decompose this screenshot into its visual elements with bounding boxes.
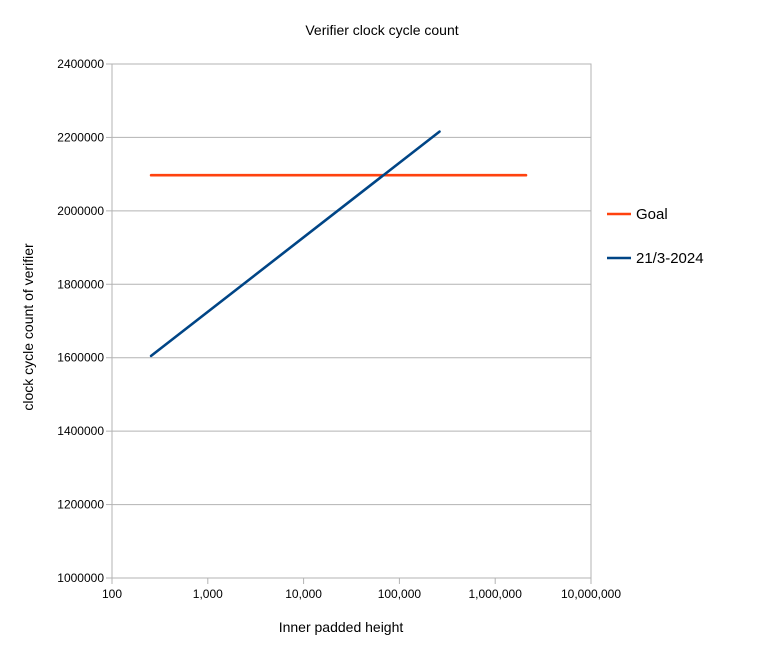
- y-axis-ticks: 1000000 1200000 1400000 1600000 1800000 20000…: [57, 57, 112, 585]
- y-axis-title: clock cycle count of verifier: [20, 243, 36, 411]
- y-tick-label: 1600000: [57, 351, 104, 365]
- y-tick-label: 1200000: [57, 498, 104, 512]
- y-tick-label: 1800000: [57, 277, 104, 291]
- y-tick-label: 1000000: [57, 571, 104, 585]
- plot-frame: [111, 63, 592, 579]
- series-line-1: [149, 130, 441, 358]
- chart-title: Verifier clock cycle count: [305, 22, 458, 38]
- x-tick-label: 100: [102, 587, 122, 601]
- x-axis-ticks: 100 1,000 10,000 100,000 1,000,000 10,000,000: [102, 578, 621, 601]
- grid: [112, 63, 591, 579]
- legend: Goal 21/3-2024: [607, 206, 704, 267]
- series-lines: [149, 130, 528, 358]
- y-tick-label: 1400000: [57, 424, 104, 438]
- legend-label: 21/3-2024: [636, 250, 704, 267]
- x-tick-label: 10,000,000: [561, 587, 621, 601]
- y-tick-label: 2200000: [57, 130, 104, 144]
- x-tick-label: 100,000: [378, 587, 422, 601]
- y-tick-label: 2400000: [57, 57, 104, 71]
- x-tick-label: 1,000,000: [469, 587, 523, 601]
- y-tick-label: 2000000: [57, 204, 104, 218]
- x-axis-title: Inner padded height: [279, 619, 404, 635]
- legend-label: Goal: [636, 206, 668, 223]
- x-tick-label: 10,000: [285, 587, 322, 601]
- x-tick-label: 1,000: [193, 587, 223, 601]
